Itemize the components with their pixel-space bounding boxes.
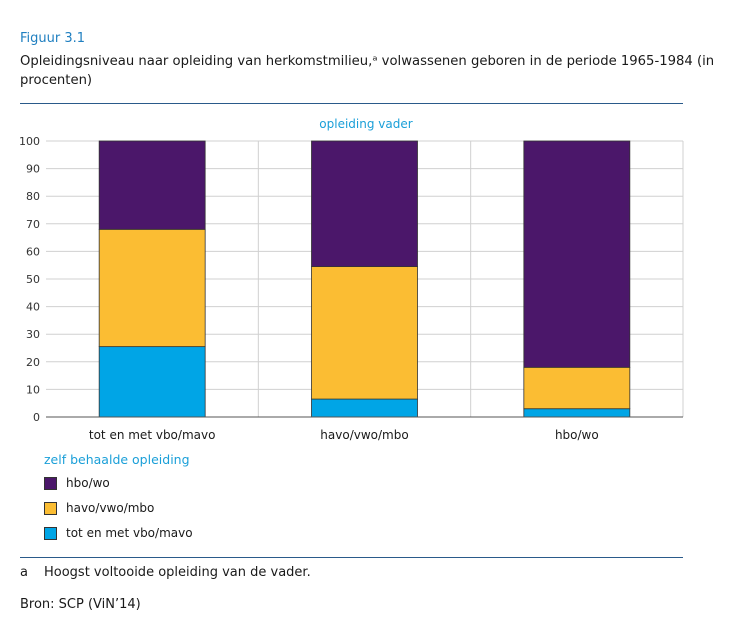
bar-segment xyxy=(311,266,418,400)
y-tick-label: 30 xyxy=(26,328,40,341)
bar-segment xyxy=(311,140,418,267)
y-tick-label: 60 xyxy=(26,245,40,258)
y-tick-label: 20 xyxy=(26,356,40,369)
bar-segment xyxy=(523,140,631,368)
legend-item-vbo-mavo: tot en met vbo/mavo xyxy=(44,526,193,540)
footnote-letter: a xyxy=(20,565,28,580)
y-tick-label: 0 xyxy=(33,411,40,424)
bottom-divider xyxy=(20,557,683,558)
y-tick-label: 70 xyxy=(26,218,40,231)
axes: 0 10 20 30 40 50 60 70 80 90 100 tot en met vbo/mav… xyxy=(19,135,683,442)
bar-segment xyxy=(311,398,418,418)
y-tick-label: 50 xyxy=(26,273,40,286)
y-tick-label: 10 xyxy=(26,383,40,396)
top-divider xyxy=(20,103,683,104)
legend-swatch-vbo-mavo xyxy=(44,526,57,540)
y-tick-label: 80 xyxy=(26,190,40,203)
bar-segment xyxy=(98,346,206,418)
legend-item-havo-vwo-mbo: havo/vwo/mbo xyxy=(44,501,154,515)
bar-segment xyxy=(523,366,631,410)
y-tick-label: 100 xyxy=(19,135,40,148)
figure-label: Figuur 3.1 xyxy=(20,31,86,46)
legend-label-havo-vwo-mbo: havo/vwo/mbo xyxy=(66,501,155,515)
legend-swatch-hbo-wo xyxy=(44,476,57,490)
bar-segment xyxy=(523,408,631,418)
y-tick-label: 90 xyxy=(26,163,40,176)
legend-label-hbo-wo: hbo/wo xyxy=(66,476,110,490)
stacked-bar-chart: 0 10 20 30 40 50 60 70 80 90 100 tot en met vbo/mav… xyxy=(19,117,684,442)
panel-title: opleiding vader xyxy=(319,117,412,131)
x-tick-label: tot en met vbo/mavo xyxy=(89,428,216,442)
figure-title: Opleidingsniveau naar opleiding van herk… xyxy=(20,54,715,88)
y-tick-label: 40 xyxy=(26,301,40,314)
legend-title: zelf behaalde opleiding xyxy=(44,452,190,467)
bars xyxy=(98,140,631,418)
bar-segment xyxy=(98,228,206,348)
legend-label-vbo-mavo: tot en met vbo/mavo xyxy=(66,526,193,540)
footnote: a Hoogst voltooide opleiding van de vader… xyxy=(20,565,311,580)
legend-item-hbo-wo: hbo/wo xyxy=(44,476,110,490)
x-tick-label: havo/vwo/mbo xyxy=(320,428,408,442)
footnote-text: Hoogst voltooide opleiding van de vader. xyxy=(44,565,311,580)
x-tick-label: hbo/wo xyxy=(555,428,599,442)
legend-swatch-havo-vwo-mbo xyxy=(44,501,57,515)
bar-segment xyxy=(98,140,206,230)
source-note: Bron: SCP (ViN’14) xyxy=(20,597,141,612)
